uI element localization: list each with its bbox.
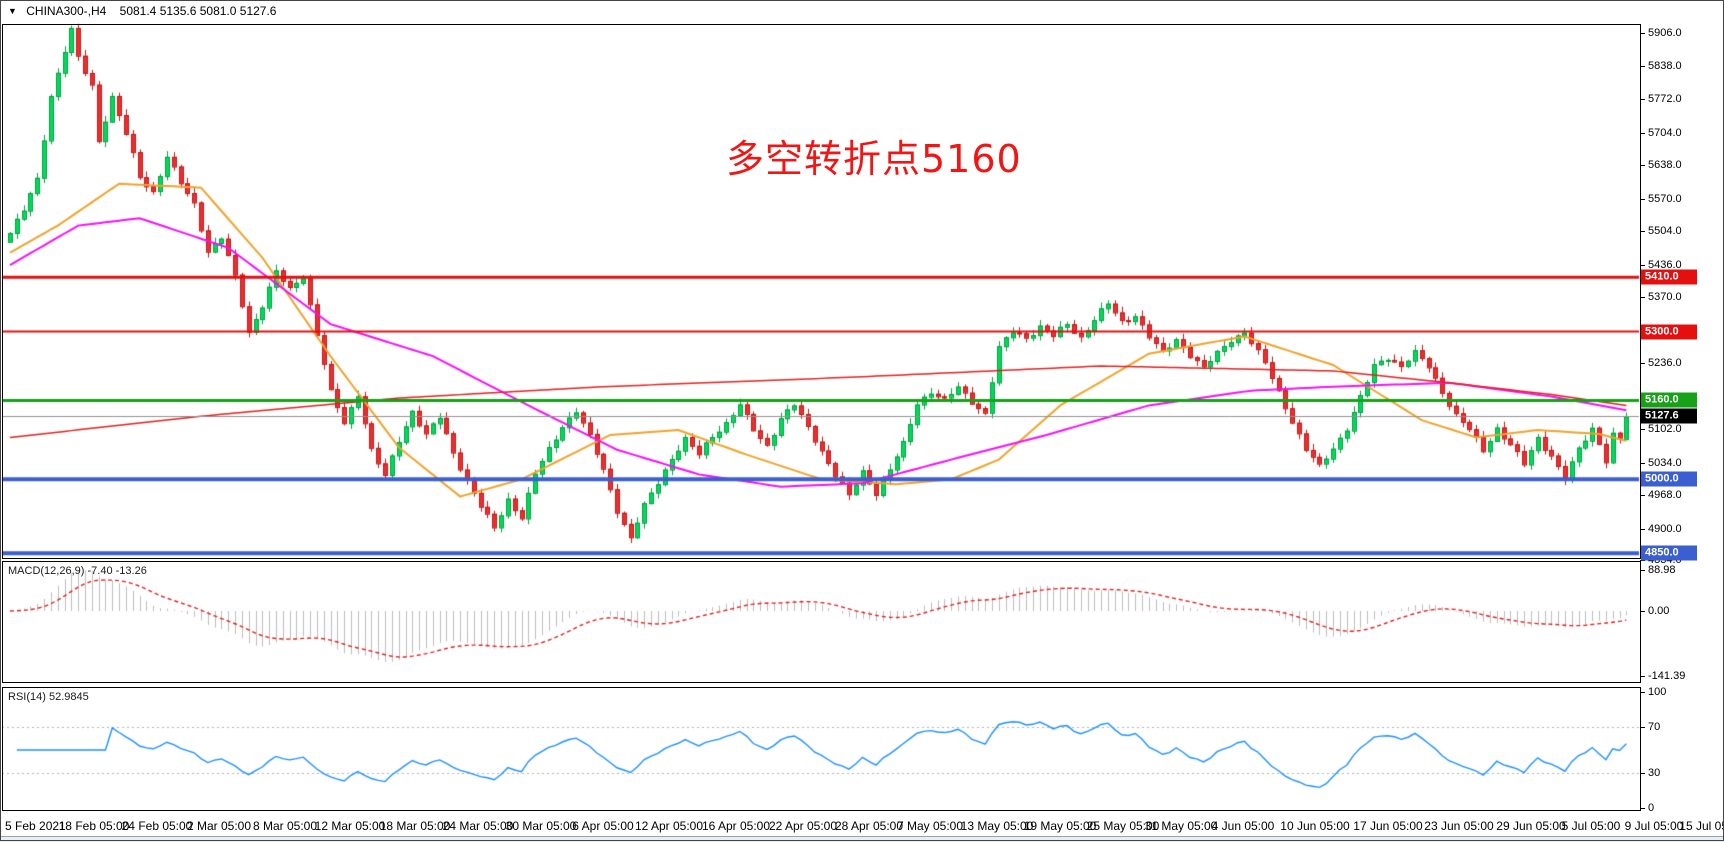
rsi-name: RSI(14) [8, 691, 46, 703]
price-axis-label: 5236.0 [1648, 357, 1682, 370]
date-label: 4 Jun 05:00 [1211, 819, 1275, 833]
turning-point-annotation: 多空转折点5160 [726, 137, 1022, 181]
price-axis-label: 5436.0 [1648, 258, 1682, 271]
horizontal-scrollbar[interactable] [0, 836, 1724, 842]
rsi-axis-tick [1640, 727, 1645, 728]
date-label: 25 May 05:00 [1086, 819, 1160, 833]
date-label: 31 May 05:00 [1144, 819, 1218, 833]
date-label: 19 May 05:00 [1023, 819, 1097, 833]
date-label: 5 Jul 05:00 [1561, 819, 1621, 833]
rsi-axis-label: 100 [1648, 686, 1667, 698]
date-label: 2 Mar 05:00 [186, 819, 252, 833]
macd-axis-tick [1640, 611, 1645, 612]
date-label: 15 Jul 05:00 [1679, 819, 1724, 833]
date-label: 18 Mar 05:00 [379, 819, 451, 833]
rsi-axis-tick [1640, 692, 1645, 693]
price-axis-badge: 5000.0 [1641, 471, 1697, 487]
price-axis-label: 5102.0 [1648, 423, 1682, 436]
price-axis-tick [1640, 33, 1645, 34]
price-axis-badge: 5127.6 [1641, 408, 1697, 424]
date-label: 5 Feb 2021 [5, 819, 66, 833]
macd-label: MACD(12,26,9) -7.40 -13.26 [8, 565, 147, 577]
price-axis-tick [1640, 99, 1645, 100]
date-label: 16 Apr 05:00 [701, 819, 771, 833]
date-label: 8 Mar 05:00 [252, 819, 318, 833]
price-axis-tick [1640, 199, 1645, 200]
date-label: 18 Feb 05:00 [58, 819, 130, 833]
date-label: 12 Apr 05:00 [634, 819, 704, 833]
price-axis-tick [1640, 495, 1645, 496]
price-axis-tick [1640, 363, 1645, 364]
price-axis-tick [1640, 297, 1645, 298]
rsi-axis-label: 70 [1648, 720, 1661, 733]
rsi-label: RSI(14) 52.9845 [8, 691, 89, 703]
price-axis-badge: 4850.0 [1641, 545, 1697, 561]
price-axis-badge: 5410.0 [1641, 269, 1697, 285]
price-axis-label: 5570.0 [1648, 192, 1682, 205]
price-axis-tick [1640, 66, 1645, 67]
price-axis-label: 5772.0 [1648, 93, 1682, 105]
rsi-value: 52.9845 [48, 691, 89, 703]
price-axis-tick [1640, 165, 1645, 166]
price-axis-tick [1640, 429, 1645, 430]
macd-axis-label: 88.98 [1648, 564, 1676, 577]
macd-axis-label: -141.39 [1648, 670, 1686, 683]
date-label: 24 Mar 05:00 [442, 819, 514, 833]
date-label: 17 Jun 05:00 [1353, 819, 1423, 833]
date-label: 30 Mar 05:00 [505, 819, 577, 833]
price-axis-label: 5906.0 [1648, 27, 1682, 39]
rsi-axis-tick [1640, 808, 1645, 809]
price-axis-label: 5638.0 [1648, 159, 1682, 172]
price-axis-tick [1640, 133, 1645, 134]
date-label: 7 May 05:00 [896, 819, 964, 833]
chart-dropdown-icon[interactable]: ▼ [8, 6, 17, 16]
price-axis-label: 5504.0 [1648, 225, 1682, 238]
price-axis-tick [1640, 231, 1645, 232]
macd-axis-tick [1640, 570, 1645, 571]
macd-main-value: -7.40 [87, 565, 113, 577]
date-label: 12 Mar 05:00 [314, 819, 386, 833]
price-axis-badge: 5160.0 [1641, 392, 1697, 408]
date-label: 23 Jun 05:00 [1424, 819, 1494, 833]
macd-signal-value: -13.26 [115, 565, 147, 577]
date-label: 22 Apr 05:00 [768, 819, 838, 833]
date-label: 10 Jun 05:00 [1280, 819, 1350, 833]
price-axis-tick [1640, 529, 1645, 530]
price-axis-label: 5704.0 [1648, 126, 1682, 139]
date-label: 9 Jul 05:00 [1624, 819, 1684, 833]
date-label: 28 Apr 05:00 [834, 819, 904, 833]
price-axis-label: 5838.0 [1648, 60, 1682, 73]
price-axis-label: 5370.0 [1648, 291, 1682, 304]
price-axis-tick [1640, 463, 1645, 464]
rsi-axis-tick [1640, 773, 1645, 774]
chart-title: ▼ CHINA300-,H4 5081.4 5135.6 5081.0 5127… [8, 4, 276, 18]
symbol-timeframe-label: CHINA300-,H4 [26, 4, 107, 18]
date-label: 13 May 05:00 [960, 819, 1034, 833]
date-label: 24 Feb 05:00 [121, 819, 193, 833]
macd-name: MACD(12,26,9) [8, 565, 85, 577]
macd-axis-label: 0.00 [1648, 605, 1670, 617]
price-axis-label: 5034.0 [1648, 456, 1682, 469]
price-axis-label: 4900.0 [1648, 522, 1682, 535]
date-label: 29 Jun 05:00 [1496, 819, 1566, 833]
price-axis-badge: 5300.0 [1641, 324, 1697, 340]
rsi-axis-label: 30 [1648, 767, 1661, 780]
rsi-axis-label: 0 [1648, 802, 1655, 814]
macd-axis-tick [1640, 676, 1645, 677]
price-axis-tick [1640, 265, 1645, 266]
price-axis-label: 4968.0 [1648, 489, 1682, 502]
ohlc-values: 5081.4 5135.6 5081.0 5127.6 [119, 4, 277, 18]
date-label: 6 Apr 05:00 [572, 819, 634, 833]
